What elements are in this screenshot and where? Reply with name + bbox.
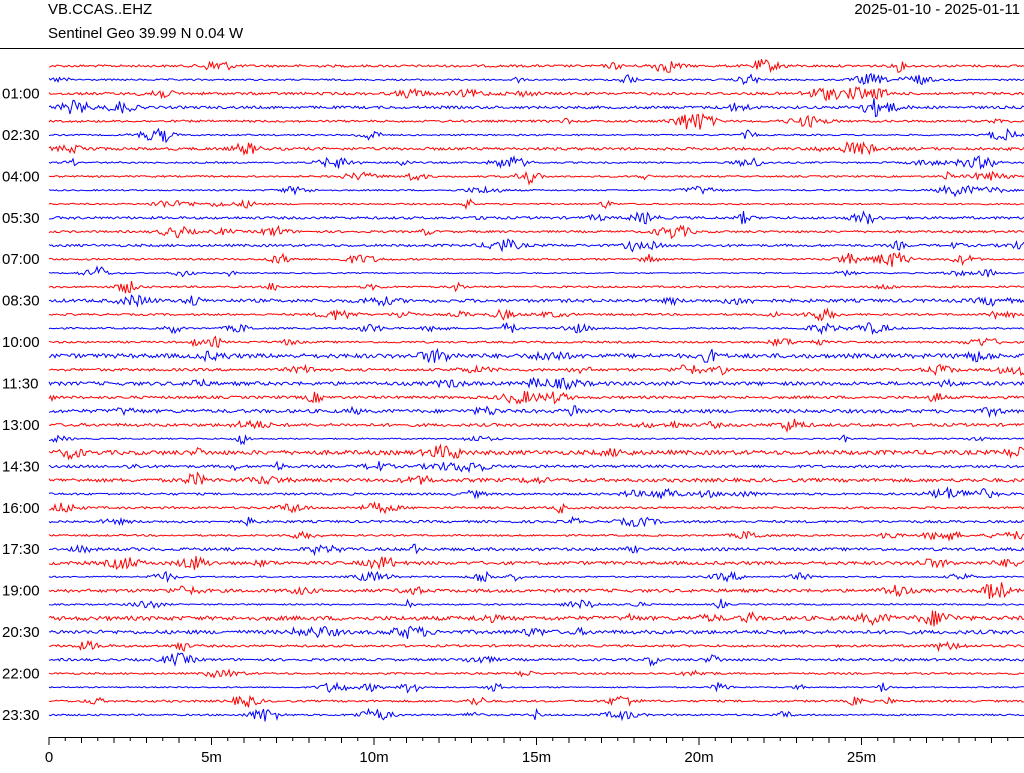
trace [48,265,1024,278]
trace [48,281,1024,294]
trace [48,363,1024,377]
y-tick-label: 07:00 [2,251,40,268]
trace [48,335,1024,348]
y-tick-label: 11:30 [2,375,38,392]
y-tick-label: 04:00 [2,168,40,185]
trace [48,625,1024,639]
y-tick-label: 17:30 [2,541,40,558]
x-tick-label: 0 [45,749,53,766]
trace [48,543,1024,557]
trace [48,681,1024,694]
trace [48,86,1024,102]
trace [48,390,1024,405]
trace [48,170,1024,186]
y-tick-label: 22:00 [2,665,40,682]
trace [48,224,1024,240]
y-tick-label: 19:00 [2,583,40,600]
trace [48,501,1024,515]
station-title: VB.CCAS..EHZ [48,1,152,18]
trace [48,59,1024,74]
y-tick-label: 10:00 [2,334,40,351]
x-tick-label: 15m [522,749,551,766]
trace [48,127,1024,144]
trace [48,140,1024,156]
trace [48,668,1024,679]
trace [48,72,1024,86]
trace [48,155,1024,171]
y-tick-label: 14:30 [2,458,40,475]
y-tick-label: 23:30 [2,707,40,724]
trace [48,112,1024,130]
trace [48,433,1024,446]
trace [48,652,1024,668]
trace [48,294,1024,308]
trace [48,707,1024,722]
trace [48,570,1024,584]
trace [48,322,1024,336]
x-tick-label: 25m [847,749,876,766]
trace [48,184,1024,198]
trace [48,252,1024,268]
trace [48,486,1024,500]
y-tick-label: 16:00 [2,500,40,517]
x-tick-label: 20m [684,749,713,766]
x-tick-label: 10m [359,749,388,766]
trace [48,238,1024,253]
x-tick-label: 5m [201,749,222,766]
trace [48,98,1024,118]
trace [48,694,1024,708]
y-tick-label: 02:30 [2,127,40,144]
trace [48,443,1024,461]
date-range: 2025-01-10 - 2025-01-11 [854,1,1020,18]
y-tick-label: 08:30 [2,293,40,310]
trace [48,471,1024,486]
trace [48,198,1024,210]
trace [48,460,1024,474]
y-tick-label: 13:00 [2,417,40,434]
trace [48,555,1024,571]
trace [48,530,1024,542]
trace [48,582,1024,600]
trace [49,307,1024,322]
y-tick-label: 01:00 [2,86,40,103]
trace [48,405,1024,419]
trace [48,210,1024,225]
trace [48,515,1024,528]
y-tick-label: 05:30 [2,210,40,227]
trace [49,418,1024,434]
trace [49,639,1024,653]
y-tick-label: 20:30 [2,624,40,641]
trace [48,376,1024,391]
trace [48,610,1024,627]
trace [48,598,1024,610]
station-subtitle: Sentinel Geo 39.99 N 0.04 W [48,25,244,42]
trace [48,347,1024,363]
